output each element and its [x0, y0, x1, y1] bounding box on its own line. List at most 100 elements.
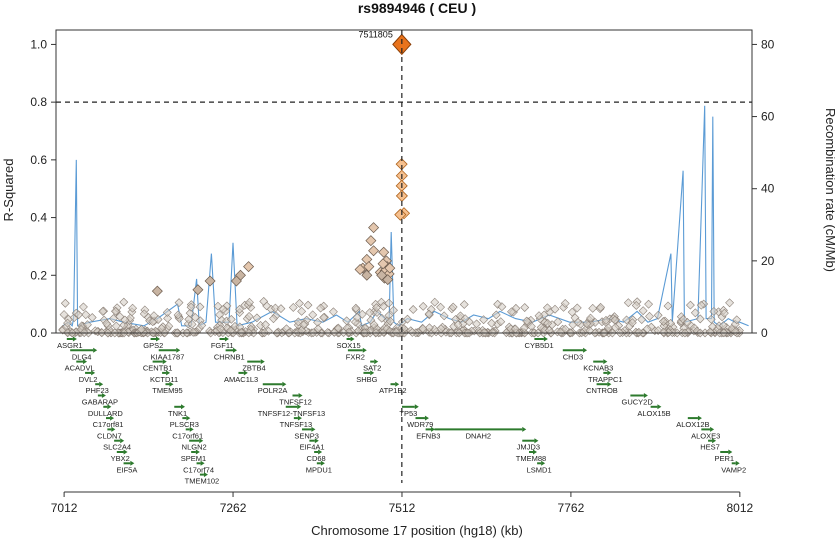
background-snp-point [424, 309, 434, 319]
gene-label: C17orf61 [172, 431, 203, 440]
background-snp-point [190, 313, 200, 322]
gene-arrow [311, 426, 316, 432]
gene-label: DVL2 [79, 375, 98, 384]
background-snp-point [391, 327, 401, 337]
gene-arrow [362, 347, 367, 353]
gene-arrow [541, 460, 546, 466]
gene-label: GUCY2D [621, 398, 653, 407]
background-snp-point [120, 315, 130, 325]
background-snp-point [496, 317, 506, 327]
gene-label: DLG4 [72, 352, 92, 361]
gene-arrow [156, 336, 161, 342]
y2-tick-label: 40 [761, 182, 775, 196]
background-snp-point [553, 317, 563, 327]
background-snp-point [582, 319, 592, 329]
background-snp-point [83, 320, 92, 330]
background-snp-point [542, 303, 552, 313]
gene-label: FXR2 [346, 352, 365, 361]
background-snp-point [522, 316, 532, 326]
gene-label: TMEM88 [516, 454, 546, 463]
gene-arrow [99, 381, 104, 387]
gene-arrow [431, 426, 436, 432]
gene-arrow [607, 370, 612, 376]
gene-label: ALOXE3 [691, 431, 720, 440]
gene-label: SENP3 [294, 431, 319, 440]
background-snp-point [276, 304, 286, 314]
background-snp-point [60, 298, 70, 308]
gene-label: TNFSF12-TNFSF13 [258, 409, 326, 418]
background-snp-point [195, 302, 205, 312]
gene-label: EIF4A1 [300, 443, 325, 452]
gene-label: ASGR1 [57, 341, 82, 350]
background-snp-point [644, 299, 654, 309]
background-snp-point [236, 327, 246, 337]
background-snp-point [87, 313, 97, 322]
background-snp-point [139, 309, 149, 319]
gene-label: CD68 [307, 454, 326, 463]
gene-label: ACADVL [65, 364, 95, 373]
gene-label: EIF5A [117, 465, 138, 474]
gene-label: TMEM102 [185, 477, 220, 486]
background-snp-point [102, 319, 112, 328]
gene-label: AMAC1L3 [224, 375, 258, 384]
gene-label: TNFSF13 [280, 420, 313, 429]
gene-label: VAMP2 [721, 465, 746, 474]
background-snp-point [109, 314, 118, 323]
background-snp-point [245, 297, 254, 307]
gene-arrow [533, 449, 538, 455]
gene-label: C17orf81 [93, 420, 124, 429]
gene-label: DNAH2 [466, 431, 491, 440]
background-snp-point [74, 310, 84, 320]
y-tick-label: 0.0 [30, 326, 47, 340]
gene-label: KIAA1787 [151, 352, 185, 361]
highlight-snp-point [394, 208, 407, 221]
y2-tick-label: 80 [761, 37, 775, 51]
background-snp-point [407, 328, 417, 337]
gene-arrow [186, 415, 191, 421]
background-snp-point [303, 300, 313, 310]
background-snp-point [185, 308, 195, 318]
background-snp-point [372, 303, 381, 313]
gene-arrow [424, 415, 429, 421]
background-snp-point [472, 319, 481, 329]
background-snp-point [288, 303, 298, 312]
gene-label: HES7 [700, 443, 720, 452]
background-snp-point [333, 323, 343, 333]
background-snp-point [297, 325, 307, 335]
gene-arrow [199, 438, 204, 444]
gene-arrow [166, 370, 171, 376]
background-snp-point [706, 314, 716, 324]
background-snp-point [79, 302, 88, 312]
background-snp-point [186, 302, 196, 312]
background-snp-point [344, 327, 354, 337]
background-snp-point [188, 327, 198, 337]
gene-label: TNFSF12 [279, 398, 312, 407]
gene-label: DULLARD [88, 409, 124, 418]
x-tick-label: 7262 [220, 501, 247, 515]
gene-label: CHD3 [563, 352, 583, 361]
snp-point [230, 275, 242, 287]
gene-arrow [110, 415, 115, 421]
snp-point [378, 246, 390, 258]
background-snp-point [544, 325, 554, 335]
gene-arrow [224, 336, 229, 342]
background-snp-point [459, 300, 469, 309]
y2-tick-label: 20 [761, 254, 775, 268]
background-snp-point [631, 301, 641, 310]
snp-point [192, 284, 204, 296]
gene-label: CYB5D1 [525, 341, 554, 350]
background-snp-point [567, 307, 577, 317]
gene-arrow [181, 404, 186, 410]
background-snp-point [638, 306, 648, 316]
gene-arrow [72, 336, 77, 342]
background-snp-point [550, 304, 560, 314]
background-snp-point [174, 298, 184, 308]
gene-label: CENTB1 [143, 364, 173, 373]
background-snp-point [436, 302, 445, 312]
background-snp-point [497, 302, 507, 312]
index-snp-label: 7511805 [358, 29, 392, 39]
gene-label: TP53 [399, 409, 417, 418]
background-snp-point [682, 317, 692, 327]
background-snp-point [709, 307, 719, 316]
y-axis-label: R-Squared [1, 159, 16, 222]
